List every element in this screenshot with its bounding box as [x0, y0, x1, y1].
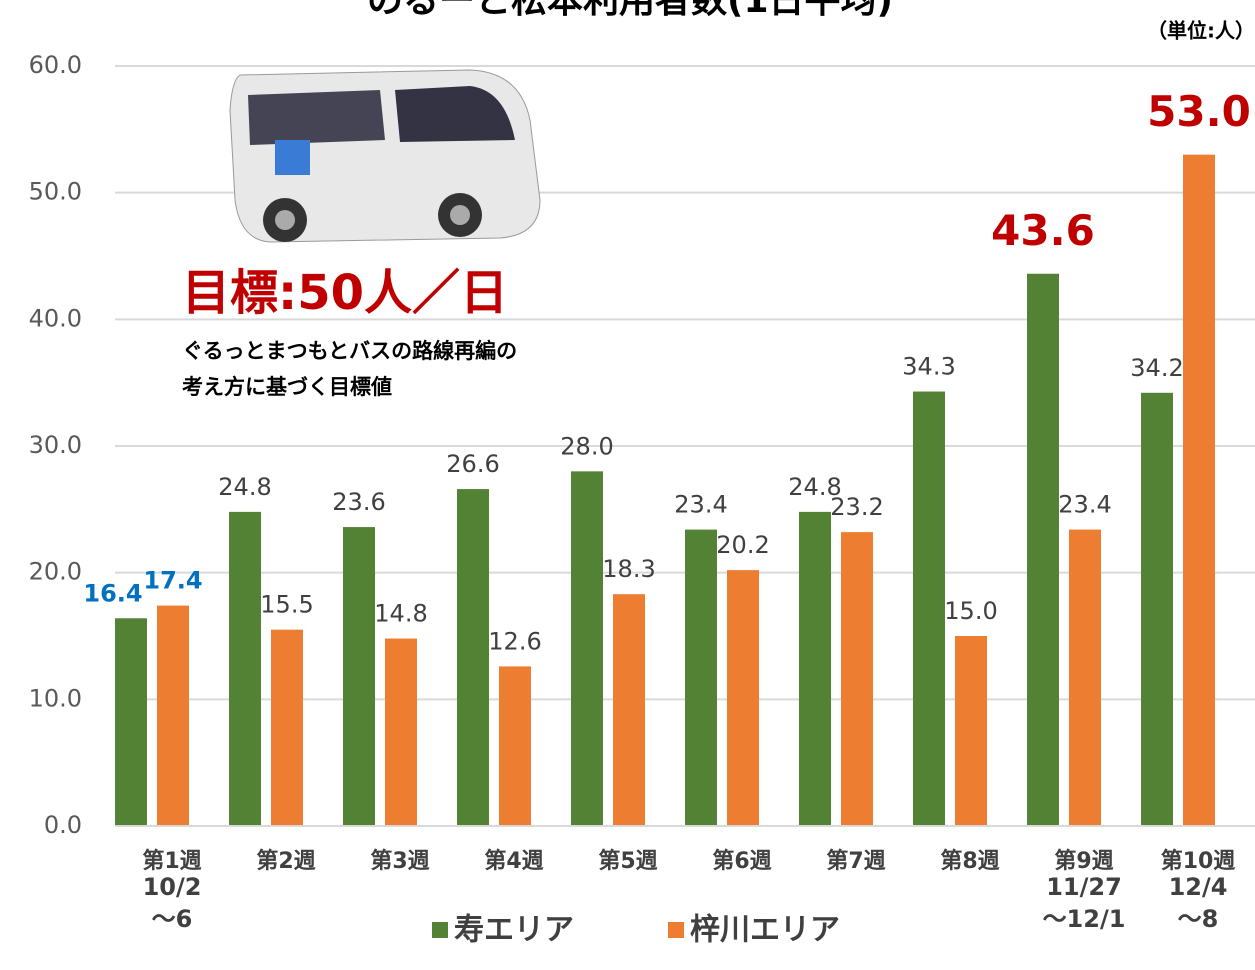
x-tick-label: 第2週: [256, 848, 315, 874]
y-tick-label: 10.0: [29, 684, 82, 712]
bar: [1027, 274, 1059, 826]
bar: [385, 639, 417, 826]
bar: [685, 530, 717, 826]
y-tick-label: 60.0: [29, 51, 82, 79]
bar: [229, 512, 261, 826]
y-tick-label: 50.0: [29, 178, 82, 206]
bar: [499, 666, 531, 826]
date-label: 〜8: [1178, 905, 1219, 933]
x-tick-label: 第7週: [826, 848, 885, 874]
y-tick-label: 0.0: [44, 811, 82, 839]
data-label: 23.4: [1058, 491, 1111, 519]
data-label: 12.6: [488, 627, 541, 655]
data-label: 14.8: [374, 600, 427, 628]
data-label: 23.4: [674, 491, 727, 519]
bar: [157, 606, 189, 826]
page: {"chart_data": {"type": "bar", "title": …: [0, 0, 1255, 966]
chart-title: のるーと松本利用者数(1日平均): [367, 0, 893, 21]
x-tick-label: 第6週: [712, 848, 771, 874]
bar: [727, 570, 759, 826]
bar: [571, 471, 603, 826]
bar: [841, 532, 873, 826]
bar: [271, 630, 303, 826]
date-label: 12/4: [1169, 873, 1228, 901]
data-label: 24.8: [218, 473, 271, 501]
date-label: 10/2: [143, 873, 202, 901]
data-label: 23.6: [332, 488, 385, 516]
bar: [457, 489, 489, 826]
data-label: 43.6: [991, 206, 1095, 255]
y-tick-label: 20.0: [29, 558, 82, 586]
x-tick-label: 第8週: [940, 848, 999, 874]
data-label: 26.6: [446, 450, 499, 478]
date-label: 11/27: [1046, 873, 1122, 901]
x-tick-label: 第1週: [142, 848, 201, 874]
bar: [1069, 530, 1101, 826]
data-label: 16.4: [83, 579, 142, 607]
bar: [613, 594, 645, 826]
date-label: 〜6: [152, 905, 193, 933]
bar: [1141, 393, 1173, 826]
data-label: 17.4: [143, 567, 202, 595]
bar: [343, 527, 375, 826]
goal-note: 考え方に基づく目標値: [182, 375, 392, 399]
x-tick-label: 第9週: [1054, 848, 1113, 874]
bar: [799, 512, 831, 826]
legend-label: 梓川エリア: [690, 913, 840, 948]
date-label: 〜12/1: [1043, 905, 1126, 933]
data-label: 53.0: [1147, 87, 1251, 136]
legend-swatch: [668, 922, 684, 938]
y-tick-label: 40.0: [29, 304, 82, 332]
goal-note: ぐるっとまつもとバスの路線再編の: [182, 339, 517, 363]
x-tick-label: 第5週: [598, 848, 657, 874]
data-label: 34.3: [902, 353, 955, 381]
legend-label: 寿エリア: [454, 913, 574, 948]
bar: [115, 618, 147, 826]
bar: [1183, 155, 1215, 826]
data-label: 20.2: [716, 531, 769, 559]
x-tick-label: 第3週: [370, 848, 429, 874]
data-label: 15.5: [260, 591, 313, 619]
data-label: 34.2: [1130, 354, 1183, 382]
bar: [955, 636, 987, 826]
data-label: 28.0: [560, 432, 613, 460]
x-tick-label: 第4週: [484, 848, 543, 874]
bus-illustration: [230, 70, 540, 242]
data-label: 18.3: [602, 555, 655, 583]
unit-label: （単位:人）: [1147, 19, 1255, 43]
chart: のるーと松本利用者数(1日平均) （単位:人） 目標:50人／日 ぐるっとまつも…: [0, 0, 1255, 966]
bar: [913, 392, 945, 826]
goal-annotation: 目標:50人／日: [182, 265, 508, 321]
y-tick-label: 30.0: [29, 431, 82, 459]
legend-swatch: [432, 922, 448, 938]
x-tick-label: 第10週: [1161, 848, 1236, 874]
data-label: 15.0: [944, 597, 997, 625]
data-label: 23.2: [830, 493, 883, 521]
